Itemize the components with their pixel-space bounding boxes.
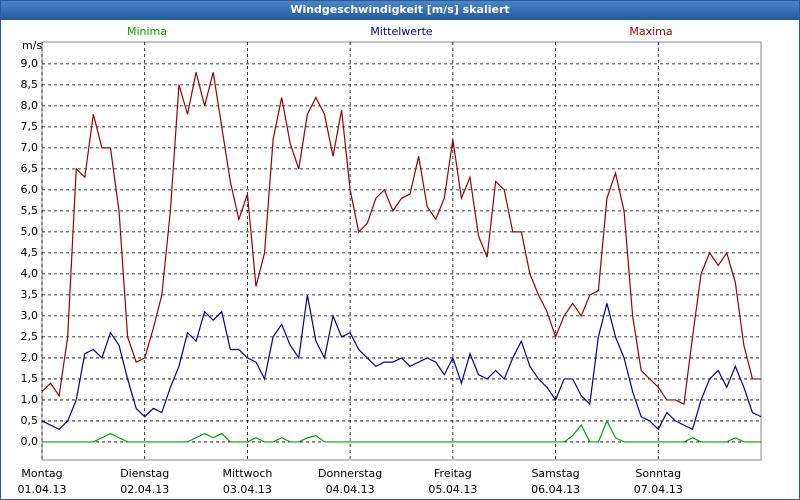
y-tick-label: 7,5 xyxy=(21,120,39,133)
x-tick-label: Freitag xyxy=(434,467,472,480)
y-tick-label: 3,5 xyxy=(21,288,39,301)
y-tick-label: 1,0 xyxy=(21,393,39,406)
series-line xyxy=(41,294,762,431)
y-tick-label: 0,0 xyxy=(21,435,39,448)
y-tick-label: 6,0 xyxy=(21,183,39,196)
y-tick-label: 8,5 xyxy=(21,78,39,91)
x-tick-date: 04.04.13 xyxy=(326,483,375,496)
y-tick-label: 1,5 xyxy=(21,372,39,385)
y-tick-label: 9,0 xyxy=(21,57,39,70)
legend-label: Maxima xyxy=(629,25,672,38)
x-tick-date: 03.04.13 xyxy=(223,483,272,496)
x-tick-label: Mittwoch xyxy=(222,467,272,480)
x-tick-date: 01.04.13 xyxy=(18,483,67,496)
x-tick-label: Samstag xyxy=(531,467,579,480)
x-tick-label: Dienstag xyxy=(120,467,169,480)
title-bar xyxy=(0,0,800,20)
series-line xyxy=(42,419,761,443)
y-tick-label: 2,5 xyxy=(21,330,39,343)
y-tick-label: 5,0 xyxy=(21,225,39,238)
y-tick-label: 8,0 xyxy=(21,99,39,112)
x-tick-date: 07.04.13 xyxy=(634,483,683,496)
y-tick-label: 5,5 xyxy=(21,204,39,217)
x-tick-label: Montag xyxy=(21,467,62,480)
plot-area xyxy=(41,41,762,461)
y-tick-label: 0,5 xyxy=(21,414,39,427)
y-tick-label: 6,5 xyxy=(21,162,39,175)
x-tick-date: 02.04.13 xyxy=(120,483,169,496)
x-tick-label: Donnerstag xyxy=(318,467,382,480)
y-tick-label: 4,5 xyxy=(21,246,39,259)
x-tick-date: 06.04.13 xyxy=(531,483,580,496)
y-axis-label: m/s xyxy=(22,39,42,52)
legend-label: Mittelwerte xyxy=(370,25,433,38)
series-line xyxy=(41,72,761,406)
chart-title: Windgeschwindigkeit [m/s] skaliert xyxy=(290,3,509,16)
y-tick-label: 2,0 xyxy=(21,351,39,364)
legend-label: Minima xyxy=(127,25,167,38)
y-tick-label: 3,0 xyxy=(21,309,39,322)
y-tick-label: 4,0 xyxy=(21,267,39,280)
y-tick-label: 7,0 xyxy=(21,141,39,154)
x-tick-date: 05.04.13 xyxy=(428,483,477,496)
x-tick-label: Sonntag xyxy=(635,467,681,480)
